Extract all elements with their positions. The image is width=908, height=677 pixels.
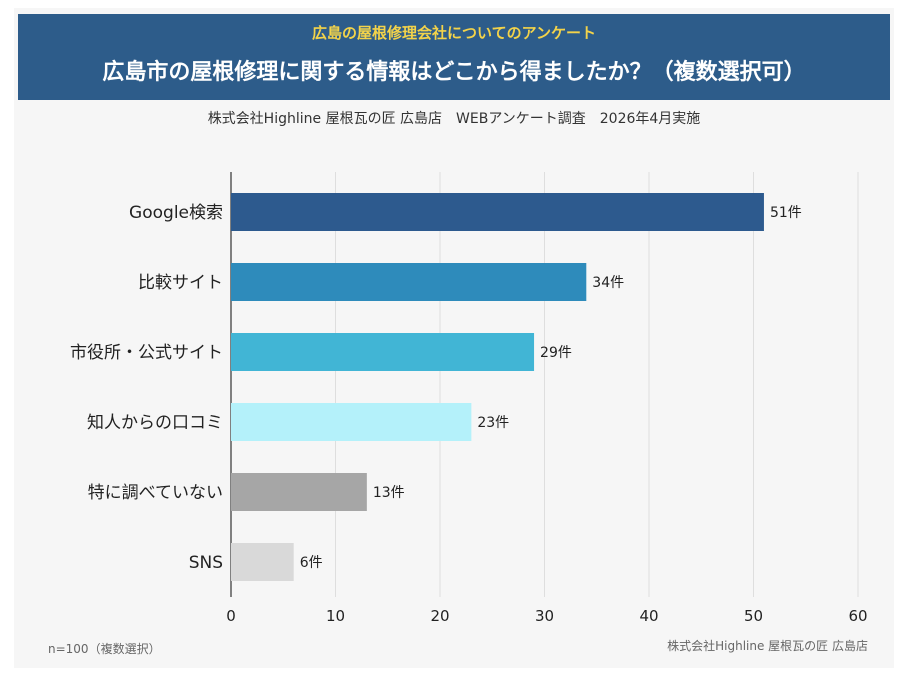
category-label: 特に調べていない [88,483,223,503]
data-label: 34件 [592,275,624,291]
bar [231,333,535,371]
title-banner: 広島の屋根修理会社についてのアンケート 広島市の屋根修理に関する情報はどこから得… [18,14,890,100]
survey-label: 広島の屋根修理会社についてのアンケート [312,24,596,42]
bar [231,473,367,511]
category-label: SNS [189,553,223,573]
data-label: 29件 [540,345,572,361]
data-label: 6件 [300,555,323,571]
data-label: 23件 [477,415,509,431]
x-tick-label: 50 [744,607,763,625]
bar [231,403,472,441]
x-tick-label: 40 [639,607,658,625]
x-tick-label: 60 [848,607,867,625]
sample-size-note: n=100（複数選択） [48,642,161,656]
bar [231,263,587,301]
bar [231,193,764,231]
category-label: 比較サイト [138,273,223,293]
chart-title: 広島市の屋根修理に関する情報はどこから得ましたか？（複数選択可） [102,60,806,85]
bar [231,543,294,581]
data-label: 13件 [373,485,405,501]
x-tick-label: 10 [326,607,345,625]
x-tick-label: 30 [535,607,554,625]
x-tick-label: 0 [226,607,236,625]
x-tick-label: 20 [430,607,449,625]
data-label: 51件 [770,205,802,221]
category-label: 市役所・公式サイト [70,343,223,363]
source-credit: 株式会社Highline 屋根瓦の匠 広島店 [667,639,868,653]
category-label: Google検索 [129,203,223,223]
chart-subtitle: 株式会社Highline 屋根瓦の匠 広島店 WEBアンケート調査 2026年4… [207,111,701,127]
category-label: 知人からの口コミ [87,413,223,433]
